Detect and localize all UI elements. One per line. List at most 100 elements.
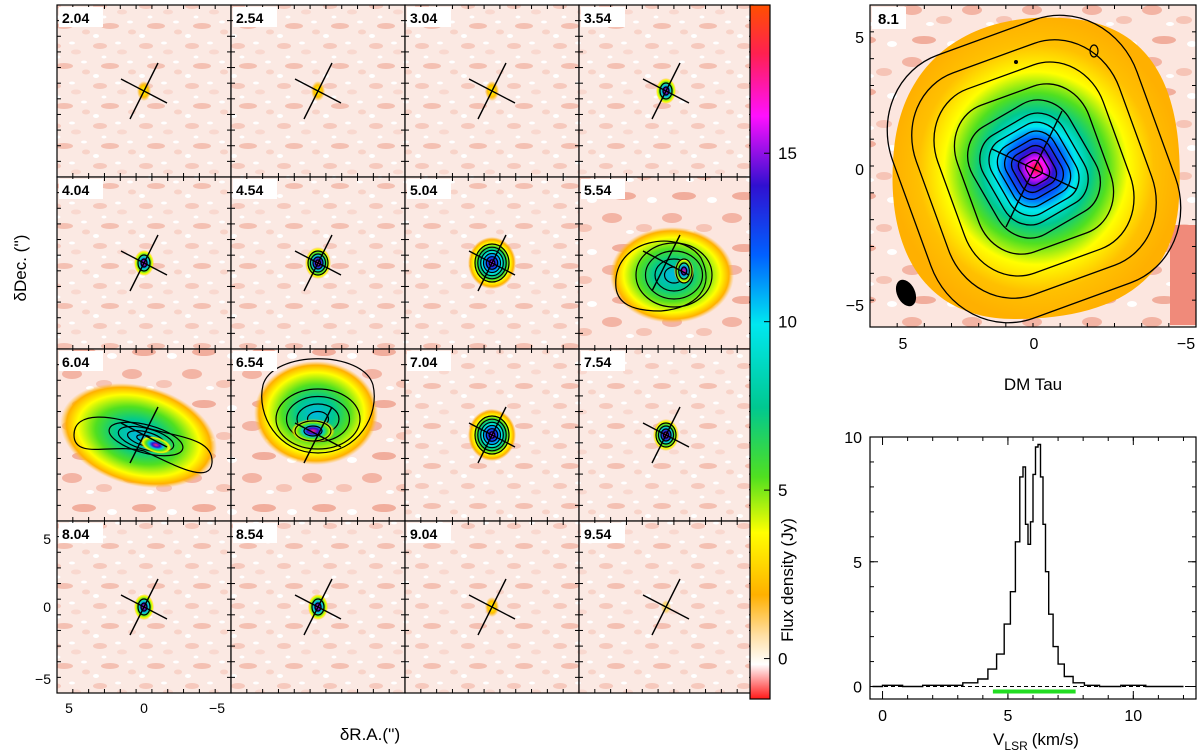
channel-panel: 4.54 <box>230 176 406 350</box>
contour <box>474 415 510 455</box>
beam-ellipse <box>895 279 917 307</box>
disk-minor-axis <box>129 234 159 292</box>
contour <box>482 424 502 446</box>
contour <box>307 250 329 276</box>
contour <box>480 249 504 277</box>
colorbar: 0 5 10 15 <box>749 4 797 700</box>
velocity-label-box <box>407 179 451 199</box>
moment-contour <box>953 83 1115 255</box>
velocity-label-box <box>59 351 103 371</box>
channel-panel: 3.54 <box>578 4 754 178</box>
moment-contour <box>988 121 1080 217</box>
contour <box>615 240 707 312</box>
y-tick-label: −5 <box>35 671 51 687</box>
moment-contour <box>1014 60 1018 64</box>
velocity-label-box <box>407 7 451 27</box>
colorbar-tick-label: 15 <box>778 144 797 163</box>
channel-panel: 8.54 <box>230 520 406 694</box>
disk-minor-axis <box>651 578 681 636</box>
contour <box>662 431 670 439</box>
velocity-label-box <box>581 179 625 199</box>
colorbar-tick-label: 0 <box>778 650 787 669</box>
disk-minor-axis <box>303 234 333 292</box>
moment-contour <box>967 99 1101 239</box>
disk-minor-axis <box>303 406 333 464</box>
moment-map-title: DM Tau <box>1004 375 1062 394</box>
spectrum-y-tick-label: 0 <box>853 680 862 697</box>
contour <box>480 421 504 449</box>
spectrum-y-tick-label: 10 <box>844 430 862 447</box>
channel-panel: 6.54 <box>230 348 406 522</box>
velocity-label: 2.04 <box>62 10 89 26</box>
velocity-label: 7.04 <box>410 354 437 370</box>
velocity-label: 2.54 <box>236 10 263 26</box>
channel-panel: 7.54 <box>578 348 754 522</box>
spectrum-xlabel: VLSR (km/s) <box>993 730 1079 753</box>
disk-minor-axis <box>477 234 507 292</box>
contour <box>474 243 510 283</box>
disk-minor-axis <box>129 406 159 464</box>
moment-y-tick-label: 5 <box>855 30 864 47</box>
moment-contour <box>1089 44 1099 58</box>
moment-y-tick-label: 0 <box>855 162 864 179</box>
contour <box>137 598 151 616</box>
velocity-label-box <box>581 351 625 371</box>
spectrum-x-tick-label: 5 <box>1003 708 1012 725</box>
spectrum-plot: 0 5 10 0 5 10 <box>844 430 1197 725</box>
colorbar-tick-label: 10 <box>778 313 797 332</box>
spectrum-line <box>872 443 1184 688</box>
contour <box>485 256 499 270</box>
contour <box>137 254 151 272</box>
contour <box>303 425 323 437</box>
x-tick-label: −5 <box>209 700 225 716</box>
channel-panel: 6.04 <box>56 348 232 522</box>
moment-x-tick-label: 5 <box>899 336 908 353</box>
channel-panel: 7.04 <box>404 348 580 522</box>
velocity-label-box <box>233 523 277 543</box>
channel-panel: 9.54 <box>578 520 754 694</box>
contour <box>140 602 148 612</box>
contour <box>275 388 361 450</box>
contour <box>488 431 496 439</box>
velocity-label-box <box>233 351 277 371</box>
velocity-label: 4.54 <box>236 182 263 198</box>
spectrum-xlabel-unit: (km/s) <box>1032 730 1079 749</box>
contour <box>659 82 673 100</box>
channel-xlabel: δR.A.('') <box>340 725 400 744</box>
spectrum-xlabel-v: V <box>993 730 1005 749</box>
velocity-label: 3.04 <box>410 10 437 26</box>
disk-minor-axis <box>129 62 159 120</box>
disk-minor-axis <box>651 406 681 464</box>
contour <box>311 598 325 616</box>
disk-minor-axis <box>651 62 681 120</box>
contour <box>261 358 375 454</box>
contour <box>485 428 499 442</box>
moment-contour <box>911 39 1157 299</box>
spectrum-x-tick-label: 10 <box>1124 708 1142 725</box>
contour <box>309 253 327 273</box>
moment-contour <box>1024 159 1044 179</box>
moment-contour <box>886 14 1182 324</box>
channel-panel: 2.04 <box>56 4 232 178</box>
velocity-label-box <box>59 7 103 27</box>
velocity-label-box <box>233 179 277 199</box>
disk-minor-axis <box>129 578 159 636</box>
y-tick-label: 0 <box>43 599 51 615</box>
contour <box>657 425 675 445</box>
x-tick-label: 5 <box>65 700 73 716</box>
disk-minor-axis <box>303 578 333 636</box>
disk-minor-axis <box>651 234 681 292</box>
velocity-label: 9.04 <box>410 526 437 542</box>
disk-minor-axis <box>477 578 507 636</box>
contour <box>117 425 175 453</box>
moment-contour <box>1003 138 1065 200</box>
channel-panel: 3.04 <box>404 4 580 178</box>
moment-x-tick-label: −5 <box>1177 336 1195 353</box>
moment-label-box <box>872 7 906 29</box>
colorbar-label: Flux density (Jy) <box>778 518 797 642</box>
moment-contour <box>1017 151 1051 187</box>
colorbar-tick-label: 5 <box>778 481 787 500</box>
disk-minor-axis <box>1005 110 1063 228</box>
velocity-label: 8.04 <box>62 526 89 542</box>
